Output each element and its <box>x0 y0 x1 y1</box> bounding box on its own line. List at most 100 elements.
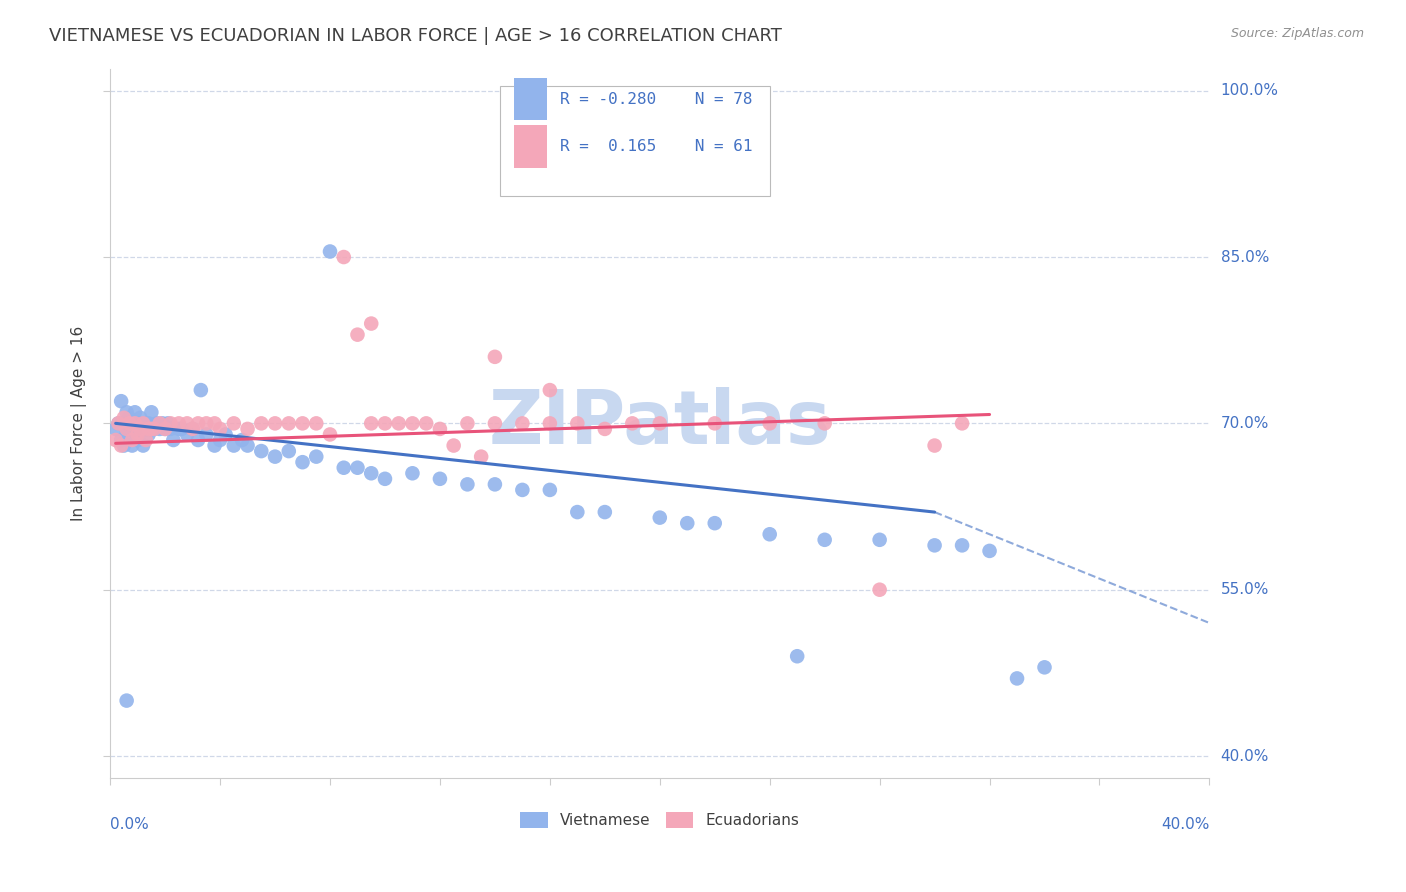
Point <box>132 417 155 431</box>
Point <box>236 422 259 436</box>
Point <box>112 410 135 425</box>
Point <box>979 544 1001 558</box>
Point <box>135 417 157 431</box>
Point <box>209 422 232 436</box>
Point <box>593 505 616 519</box>
Point <box>127 417 149 431</box>
Point <box>786 649 808 664</box>
Point <box>127 427 149 442</box>
Point <box>118 422 141 436</box>
Point <box>305 450 328 464</box>
Text: 85.0%: 85.0% <box>1220 250 1268 265</box>
Point <box>332 250 354 264</box>
Legend: Vietnamese, Ecuadorians: Vietnamese, Ecuadorians <box>515 806 806 834</box>
Point <box>222 417 245 431</box>
Point <box>291 417 314 431</box>
Point <box>512 483 534 497</box>
Point <box>676 516 699 531</box>
Point <box>415 417 437 431</box>
Point <box>924 438 946 452</box>
Point <box>149 422 172 436</box>
Point <box>388 417 411 431</box>
Point <box>1033 660 1056 674</box>
Point <box>236 438 259 452</box>
Point <box>153 422 176 436</box>
Point <box>146 417 169 431</box>
Point <box>141 422 163 436</box>
Point <box>167 422 190 436</box>
Point <box>346 460 368 475</box>
Text: 55.0%: 55.0% <box>1220 582 1268 598</box>
Point <box>153 422 176 436</box>
Point <box>758 417 780 431</box>
Point <box>814 417 837 431</box>
FancyBboxPatch shape <box>513 125 547 168</box>
Point <box>112 417 135 431</box>
Point <box>484 350 506 364</box>
Point <box>181 422 204 436</box>
Point <box>484 417 506 431</box>
Point <box>129 422 152 436</box>
Point <box>104 422 127 436</box>
Point <box>115 693 138 707</box>
Point <box>703 417 725 431</box>
Point <box>187 417 209 431</box>
Point <box>132 417 155 431</box>
Point <box>129 422 152 436</box>
Point <box>567 417 589 431</box>
Point <box>305 417 328 431</box>
Point <box>924 538 946 552</box>
Point <box>470 450 492 464</box>
Point <box>121 417 143 431</box>
Point <box>264 417 287 431</box>
Y-axis label: In Labor Force | Age > 16: In Labor Force | Age > 16 <box>72 326 87 521</box>
Text: 70.0%: 70.0% <box>1220 416 1268 431</box>
Point <box>149 417 172 431</box>
Text: ZIPatlas: ZIPatlas <box>488 387 831 460</box>
Point <box>648 510 671 524</box>
Point <box>1005 672 1028 686</box>
Point <box>250 417 273 431</box>
Text: Source: ZipAtlas.com: Source: ZipAtlas.com <box>1230 27 1364 40</box>
Point <box>176 427 198 442</box>
Point <box>222 438 245 452</box>
Point <box>429 422 451 436</box>
Point <box>118 410 141 425</box>
Point <box>104 433 127 447</box>
Text: 0.0%: 0.0% <box>110 817 149 832</box>
Text: R =  0.165    N = 61: R = 0.165 N = 61 <box>560 139 752 154</box>
Point <box>195 427 218 442</box>
Point <box>264 450 287 464</box>
Point <box>115 405 138 419</box>
Point <box>132 438 155 452</box>
Text: VIETNAMESE VS ECUADORIAN IN LABOR FORCE | AGE > 16 CORRELATION CHART: VIETNAMESE VS ECUADORIAN IN LABOR FORCE … <box>49 27 782 45</box>
Point <box>204 438 226 452</box>
Point <box>593 422 616 436</box>
Point <box>950 417 973 431</box>
Point <box>135 422 157 436</box>
Point <box>150 417 173 431</box>
Point <box>138 427 160 442</box>
Point <box>538 417 561 431</box>
Point <box>156 417 179 431</box>
Point <box>291 455 314 469</box>
Point <box>250 444 273 458</box>
Point <box>121 433 143 447</box>
Point <box>429 472 451 486</box>
Point <box>648 417 671 431</box>
Point <box>141 422 163 436</box>
Point <box>814 533 837 547</box>
Point <box>214 427 236 442</box>
Point <box>110 438 132 452</box>
Point <box>319 244 342 259</box>
Point <box>138 417 160 431</box>
Point <box>107 417 129 431</box>
Point <box>176 417 198 431</box>
Point <box>231 433 253 447</box>
Point <box>107 417 129 431</box>
Point <box>401 417 423 431</box>
Point <box>124 405 146 419</box>
Point <box>277 417 299 431</box>
Point <box>127 433 149 447</box>
Point <box>143 422 166 436</box>
